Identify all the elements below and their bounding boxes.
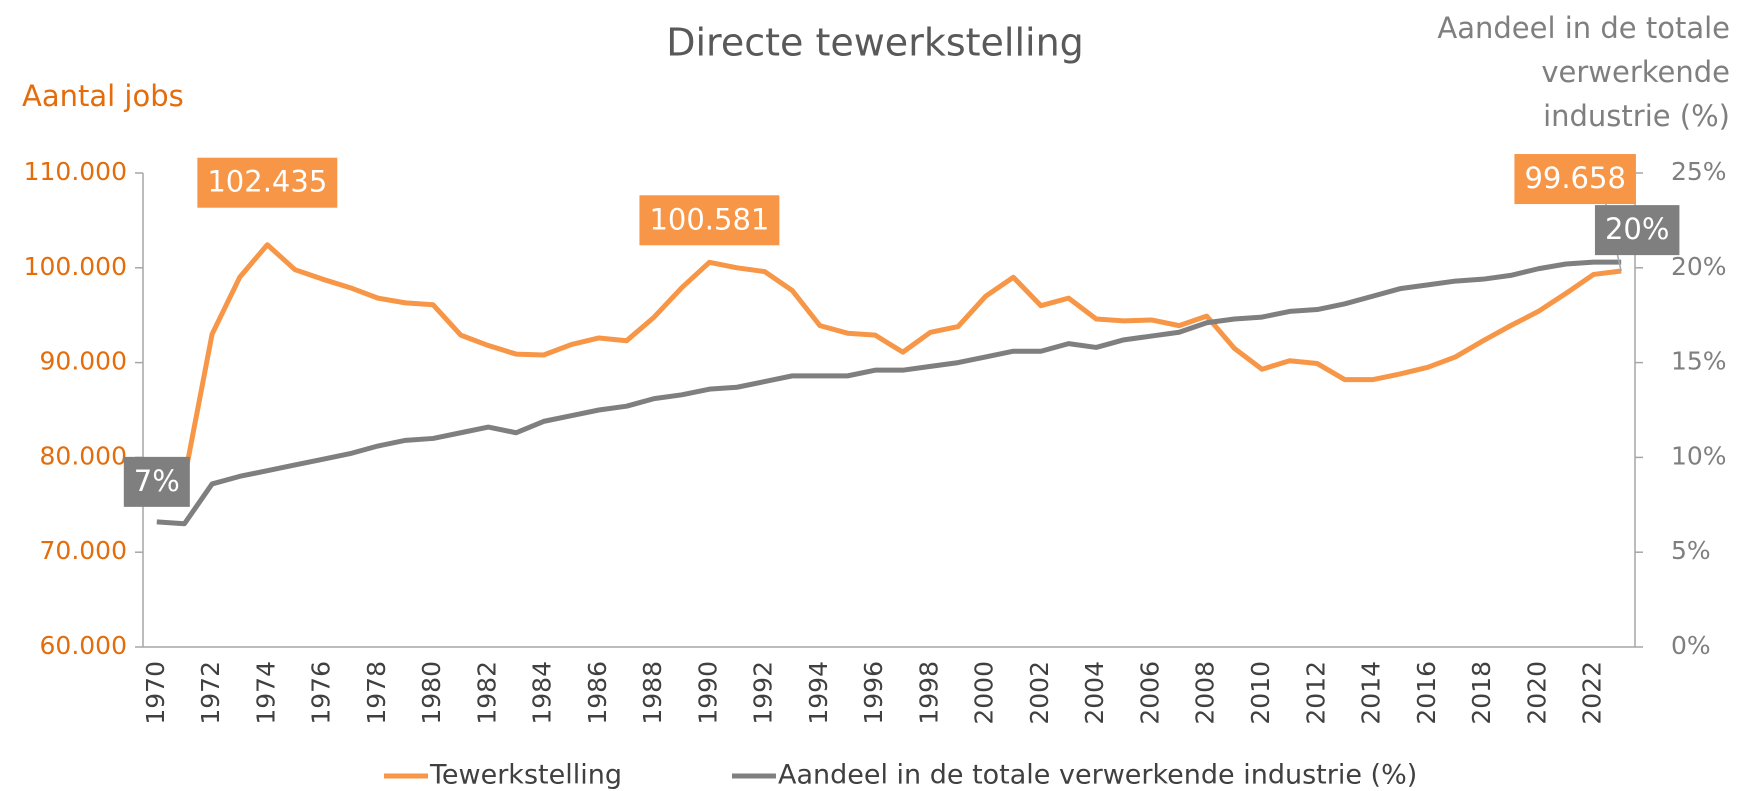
y2-tick-label: 20% bbox=[1671, 252, 1727, 281]
x-tick-label: 1980 bbox=[417, 661, 446, 725]
value-label-box bbox=[1514, 154, 1636, 205]
value-label: 99.658 bbox=[1524, 161, 1625, 195]
value-label: 7% bbox=[134, 464, 180, 498]
x-tick-label: 1990 bbox=[693, 661, 722, 725]
x-tick-label: 2006 bbox=[1135, 661, 1164, 725]
y-tick-label: 110.000 bbox=[24, 157, 127, 186]
x-tick-label: 2010 bbox=[1246, 661, 1275, 725]
x-tick-label: 1982 bbox=[472, 661, 501, 725]
y-tick-label: 60.000 bbox=[40, 631, 127, 660]
y-tick-label: 80.000 bbox=[40, 441, 127, 470]
x-tick-label: 2000 bbox=[970, 661, 999, 725]
y2-tick-label: 5% bbox=[1671, 536, 1711, 565]
y2-axis-title: Aandeel in de totale verwerkende industr… bbox=[1437, 11, 1730, 133]
x-tick-label: 1998 bbox=[914, 661, 943, 725]
x-tick-label: 1974 bbox=[251, 661, 280, 725]
y2-tick-label: 15% bbox=[1671, 347, 1727, 376]
x-tick-label: 1970 bbox=[141, 661, 170, 725]
x-tick-label: 2012 bbox=[1301, 661, 1330, 725]
value-label: 100.581 bbox=[649, 202, 769, 236]
x-tick-label: 1988 bbox=[638, 661, 667, 725]
x-tick-label: 2016 bbox=[1412, 661, 1441, 725]
value-label: 102.435 bbox=[207, 165, 327, 199]
y-tick-label: 100.000 bbox=[24, 252, 127, 281]
legend-label: Aandeel in de totale verwerkende industr… bbox=[778, 760, 1417, 791]
legend-label: Tewerkstelling bbox=[429, 760, 622, 791]
x-tick-label: 1992 bbox=[749, 661, 778, 725]
x-tick-label: 1984 bbox=[528, 661, 557, 725]
y-axis-title: Aantal jobs bbox=[22, 79, 184, 113]
x-tick-label: 2004 bbox=[1080, 661, 1109, 725]
value-label-box bbox=[123, 456, 190, 507]
y-tick-label: 90.000 bbox=[40, 347, 127, 376]
x-tick-label: 1978 bbox=[362, 661, 391, 725]
y2-tick-label: 10% bbox=[1671, 441, 1727, 470]
y2-tick-label: 25% bbox=[1671, 157, 1727, 186]
value-label-box bbox=[639, 195, 780, 246]
x-tick-label: 2022 bbox=[1578, 661, 1607, 725]
x-tick-label: 2014 bbox=[1357, 661, 1386, 725]
data-line bbox=[156, 259, 1622, 527]
x-tick-label: 2018 bbox=[1467, 661, 1496, 725]
y-tick-label: 70.000 bbox=[40, 536, 127, 565]
x-tick-label: 1976 bbox=[307, 661, 336, 725]
x-tick-label: 2008 bbox=[1191, 661, 1220, 725]
chart-title: Directe tewerkstelling bbox=[666, 21, 1084, 65]
x-tick-label: 2002 bbox=[1025, 661, 1054, 725]
x-tick-label: 2020 bbox=[1522, 661, 1551, 725]
y2-tick-label: 0% bbox=[1671, 631, 1711, 660]
x-tick-label: 1972 bbox=[196, 661, 225, 725]
x-tick-label: 1986 bbox=[583, 661, 612, 725]
value-label: 20% bbox=[1605, 212, 1669, 246]
value-label-box bbox=[1594, 205, 1680, 256]
value-label-box bbox=[197, 157, 338, 208]
x-tick-label: 1996 bbox=[859, 661, 888, 725]
data-line bbox=[156, 242, 1622, 489]
x-tick-label: 1994 bbox=[804, 661, 833, 725]
